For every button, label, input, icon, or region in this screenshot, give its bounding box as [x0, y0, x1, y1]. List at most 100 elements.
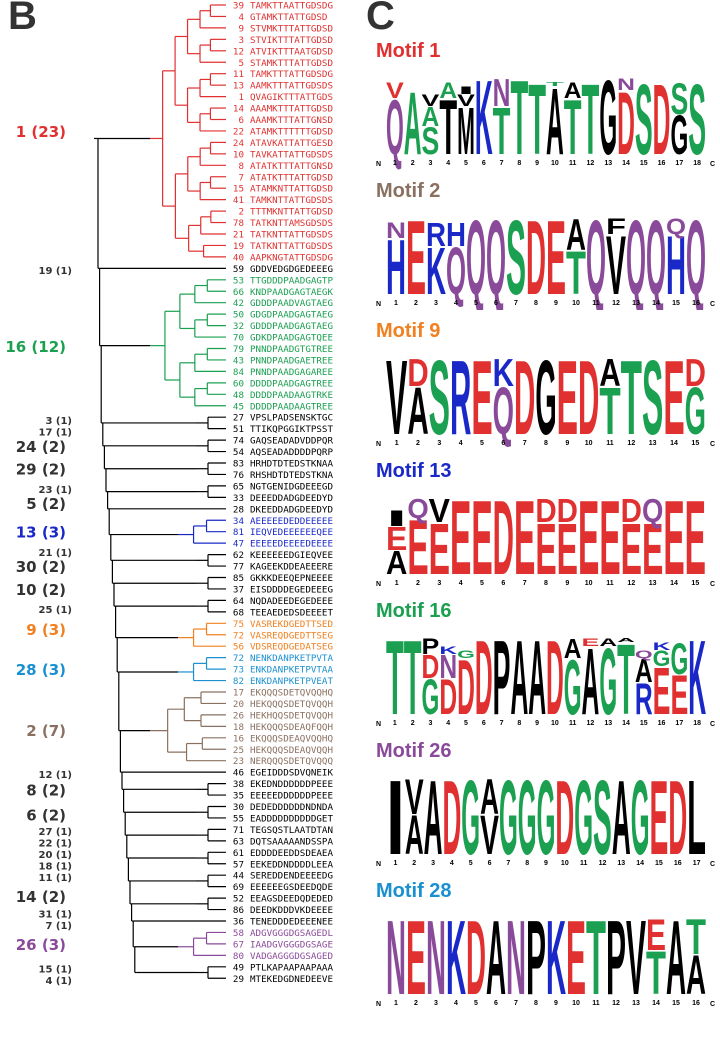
cluster-label: 28 (3): [16, 661, 66, 679]
logo-letter: Q: [642, 492, 663, 529]
leaf-sequence: DEDEDDDDDDNDNDA: [250, 802, 333, 813]
logo-position: 12: [587, 720, 595, 727]
logo-letter: Q: [466, 210, 486, 310]
leaf-number: 38: [233, 779, 244, 790]
logo-letter: P: [493, 630, 511, 730]
logo-letter: S: [670, 74, 688, 124]
motif-title: Motif 28: [376, 880, 452, 902]
motif-title: Motif 9: [376, 320, 441, 342]
leaf-number: 51: [233, 424, 244, 435]
leaf-number: 29: [233, 974, 244, 985]
logo-position: 14: [652, 300, 660, 307]
leaf-number: 61: [233, 848, 244, 859]
logo-letter: V: [386, 350, 407, 450]
leaf-sequence: AAAMKTTTATTGDSD: [250, 104, 333, 115]
logo-letter: E: [650, 770, 669, 870]
logo-position: 14: [622, 720, 630, 727]
leaf-number: 37: [233, 584, 244, 595]
leaf-sequence: VASREQDGEDTTSEG: [250, 630, 333, 641]
logo-letter: G: [670, 634, 688, 684]
leaf-number: 32: [233, 321, 244, 332]
logo-position: 2: [412, 860, 416, 867]
logo-letter: N: [386, 218, 406, 244]
leaf-number: 72: [233, 653, 244, 664]
cluster-label: 19 (1): [39, 266, 73, 277]
leaf-number: 28: [233, 504, 244, 515]
logo-position: 8: [525, 860, 529, 867]
leaf-number: 9: [238, 23, 244, 34]
logo-letter: N: [439, 649, 457, 686]
logo-position: 3: [428, 720, 432, 727]
leaf-number: 4: [238, 12, 244, 23]
leaf-sequence: ATATKTTTATTGDSD: [250, 172, 333, 183]
leaf-sequence: ADGVGGGDGSAGEDL: [250, 928, 333, 939]
leaf-sequence: PNNDPAADGAETREE: [250, 355, 333, 366]
leaf-number: 69: [233, 882, 244, 893]
logo-letter: G: [599, 70, 617, 170]
logo-position: 10: [572, 1000, 580, 1007]
leaf-sequence: QVAGIKTTTATTGDS: [250, 92, 333, 103]
logo-position: 4: [459, 580, 463, 587]
logo-c-terminus: C: [710, 581, 715, 588]
logo-letter: E: [471, 490, 492, 590]
leaf-number: 3: [238, 35, 244, 46]
logo-letter: D: [442, 770, 461, 870]
logo-letter: V: [480, 805, 499, 867]
logo-position: 13: [649, 580, 657, 587]
leaf-sequence: GAQSEADADVDDPQR: [250, 436, 333, 447]
logo-letter: E: [582, 637, 600, 649]
logo-letter: S: [688, 70, 706, 170]
leaf-number: 26: [233, 710, 244, 721]
logo-position: 12: [612, 1000, 620, 1007]
logo-position: 11: [606, 440, 614, 447]
logo-letter: E: [406, 910, 426, 1010]
leaf-sequence: EGEIDDDSDVQNEIK: [250, 768, 333, 779]
logo-position: 10: [572, 300, 580, 307]
leaf-number: 33: [233, 493, 244, 504]
logo-letter: K: [546, 910, 566, 1010]
leaf-sequence: VADGAGGGDGSAGED: [250, 951, 333, 962]
leaf-number: 55: [233, 813, 244, 824]
logo-letter: T: [386, 630, 404, 730]
logo-letter: G: [457, 649, 475, 661]
leaf-sequence: KEEEEEEDGIEQVEE: [250, 550, 333, 561]
logo-position: 8: [534, 1000, 538, 1007]
logo-letter: E: [566, 910, 586, 1010]
logo-position: 6: [494, 1000, 498, 1007]
leaf-number: 10: [233, 149, 244, 160]
logo-letter: A: [564, 633, 582, 664]
logo-n-terminus: N: [376, 301, 381, 308]
logo-position: 12: [587, 160, 595, 167]
logo-letter: R: [635, 674, 653, 724]
leaf-number: 36: [233, 917, 244, 928]
leaf-sequence: VDSREQDGEDATSEG: [250, 642, 333, 653]
logo-position: 3: [434, 1000, 438, 1007]
leaf-number: 5: [238, 58, 244, 69]
logo-letter: N: [386, 910, 406, 1010]
logo-letter: E: [429, 509, 450, 589]
logo-position: 16: [658, 160, 666, 167]
logo-position: 12: [627, 440, 635, 447]
logo-letter: I: [457, 85, 475, 97]
logo-letter: G: [574, 770, 593, 870]
cluster-label: 13 (3): [16, 524, 66, 542]
leaf-sequence: TAMKTTAATTGDSDG: [250, 1, 333, 12]
logo-letter: G: [518, 770, 537, 870]
panel-label-logos: C: [366, 0, 395, 38]
logo-position: 8: [517, 720, 521, 727]
logo-letter: E: [670, 665, 688, 726]
logo-position: 16: [692, 1000, 700, 1007]
logo-position: 11: [569, 160, 577, 167]
logo-letter: T: [528, 70, 546, 170]
logo-letter: Q: [493, 375, 514, 449]
logo-letter: V: [457, 91, 475, 110]
logo-letter: E: [663, 350, 684, 450]
logo-position: 16: [658, 720, 666, 727]
logo-position: 18: [693, 160, 701, 167]
logo-letter: A: [582, 630, 600, 730]
logo-letter: E: [653, 653, 671, 728]
leaf-number: 1: [238, 92, 244, 103]
logo-letter: A: [405, 805, 424, 867]
logo-position: 2: [414, 300, 418, 307]
leaf-number: 68: [233, 607, 244, 618]
